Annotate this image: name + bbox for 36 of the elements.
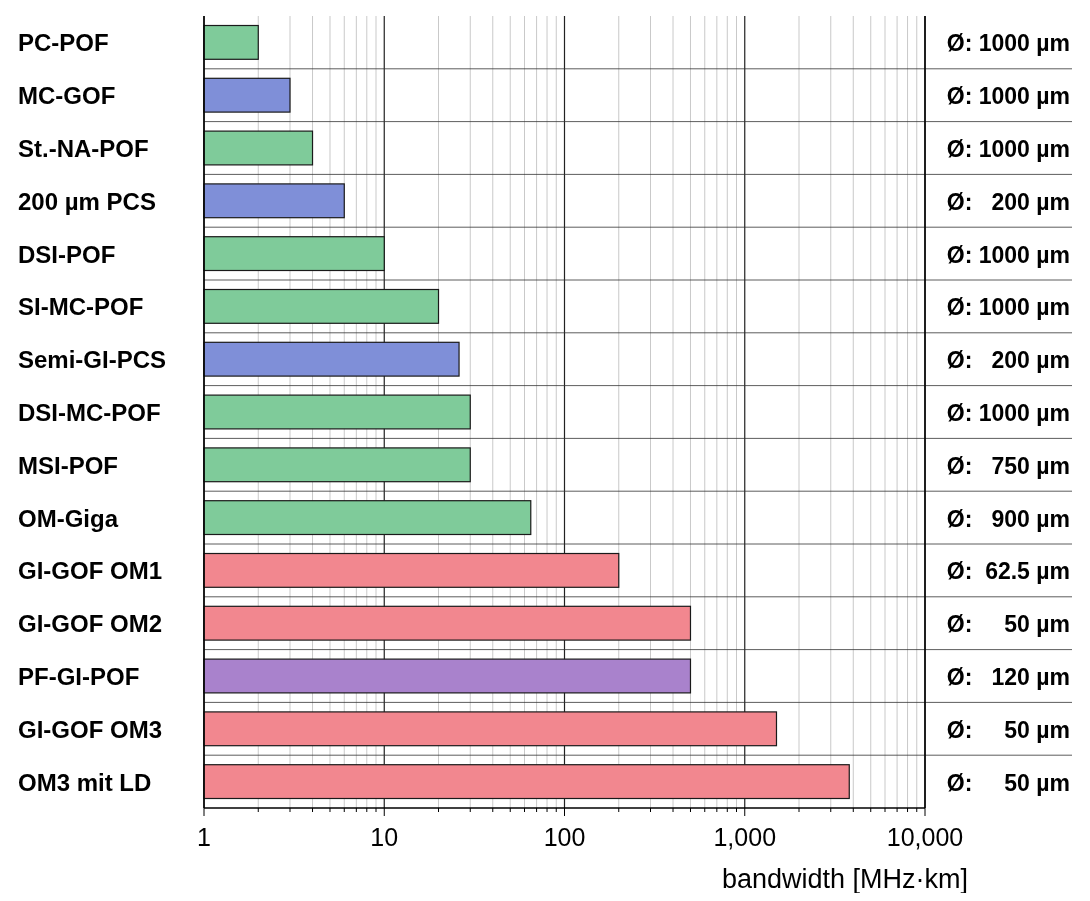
text: Ø: 200 µm — [946, 188, 1070, 215]
x-axis-title: bandwidth [MHz·km] — [721, 864, 968, 894]
text: Ø: 1000 µm — [946, 400, 1070, 426]
text: Ø: 900 µm — [946, 505, 1070, 532]
y-tick-label: PC-POF — [18, 29, 109, 57]
y-tick-label: GI-GOF OM1 — [18, 557, 162, 585]
y-tick-label: GI-GOF OM3 — [18, 715, 162, 743]
y-tick-label: DSI-MC-POF — [18, 399, 161, 426]
y-tick-label: St.-NA-POF — [18, 135, 149, 162]
y-tick-label: OM3 mit LD — [18, 768, 152, 796]
text: Ø: 1000 µm — [946, 241, 1070, 268]
y-tick-label: MC-GOF — [18, 82, 116, 110]
text: Ø: 50 µm — [946, 716, 1070, 743]
text: Ø: 1000 µm — [946, 30, 1070, 57]
x-tick-label: 1,000 — [713, 823, 777, 851]
x-tick-label: 10,000 — [886, 823, 964, 851]
x-tick-label: 10 — [370, 823, 399, 851]
text: Ø: 1000 µm — [946, 136, 1070, 162]
y-tick-label: 200 µm PCS — [18, 187, 156, 215]
x-tick-label: 1 — [197, 823, 211, 851]
text: Ø: 1000 µm — [946, 83, 1070, 110]
text: Ø: 120 µm — [946, 664, 1070, 690]
y-tick-label: PF-GI-POF — [18, 663, 140, 690]
text: Ø: 50 µm — [946, 769, 1070, 796]
y-tick-label: Semi-GI-PCS — [18, 346, 167, 374]
y-tick-label: MSI-POF — [18, 451, 118, 479]
text: Ø: 50 µm — [946, 611, 1070, 638]
x-tick-label: 100 — [543, 823, 586, 851]
text: Ø: 750 µm — [946, 452, 1070, 479]
y-tick-label: OM-Giga — [18, 504, 119, 532]
y-tick-label: DSI-POF — [18, 240, 116, 268]
y-tick-label: SI-MC-POF — [18, 293, 144, 321]
y-tick-label: GI-GOF OM2 — [18, 610, 162, 638]
text: Ø: 200 µm — [946, 347, 1070, 374]
text: Ø: 1000 µm — [946, 294, 1070, 321]
text: Ø: 62.5 µm — [946, 558, 1070, 585]
